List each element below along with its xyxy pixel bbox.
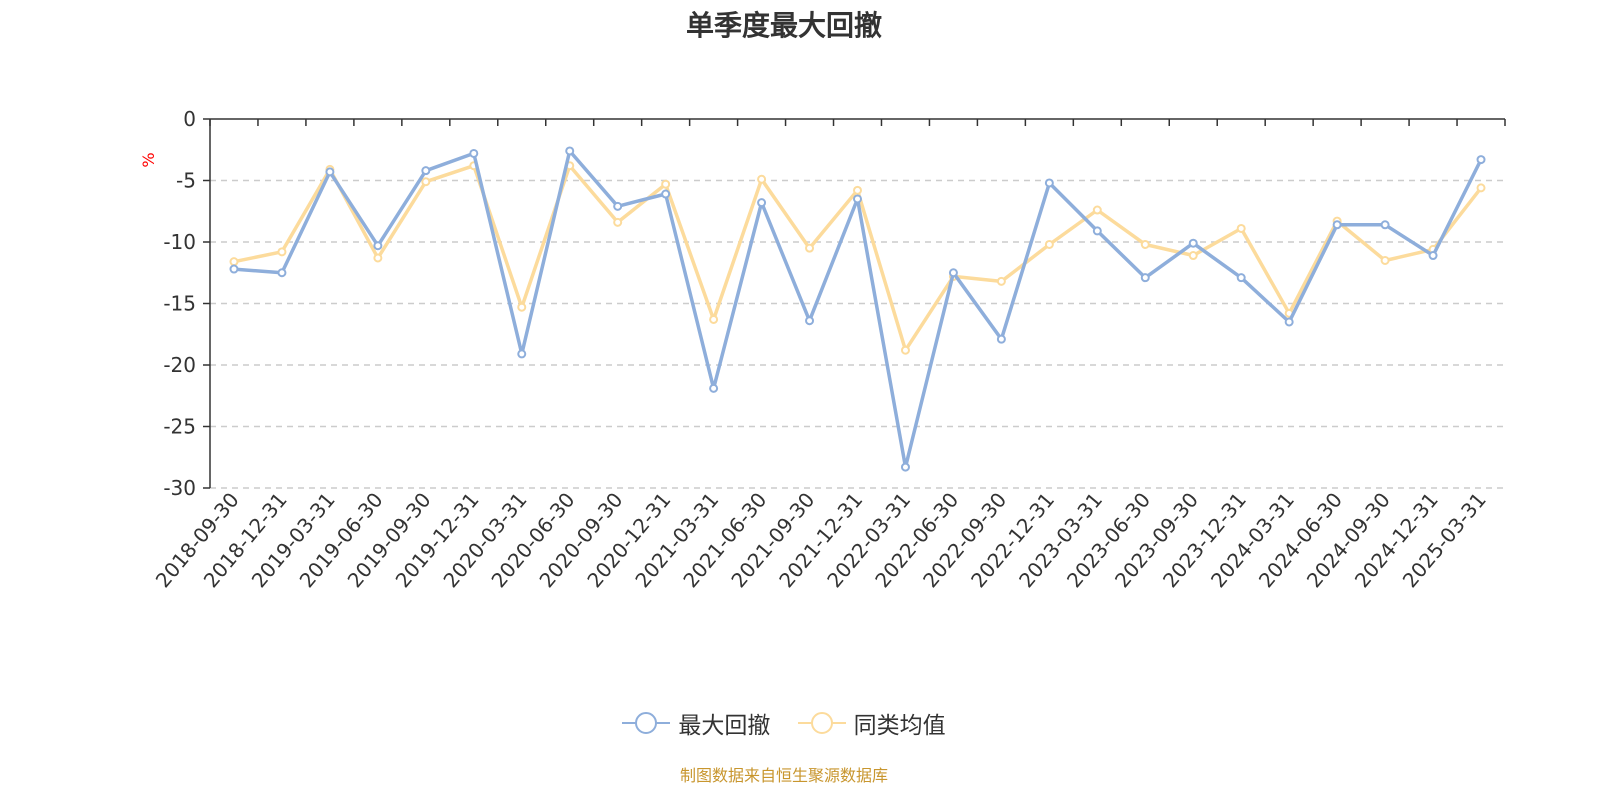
data-point-series-1 xyxy=(1476,183,1486,193)
data-point-series-1 xyxy=(709,314,719,324)
series-lines xyxy=(229,146,1486,472)
data-point-series-0 xyxy=(661,189,671,199)
data-point-series-0 xyxy=(565,146,575,156)
data-point-series-0 xyxy=(996,334,1006,344)
y-tick-label: -25 xyxy=(163,415,196,439)
data-point-series-0 xyxy=(373,241,383,251)
data-point-series-1 xyxy=(1380,255,1390,265)
legend-circle-peer-average xyxy=(810,712,833,734)
axes xyxy=(203,118,1506,489)
grid-lines xyxy=(210,179,1505,489)
data-point-series-0 xyxy=(1140,273,1150,283)
legend-label-drawdown: 最大回撤 xyxy=(678,713,771,739)
data-point-series-0 xyxy=(325,167,335,177)
data-point-series-0 xyxy=(421,166,431,176)
y-tick-label: -30 xyxy=(163,476,196,500)
data-point-series-0 xyxy=(469,148,479,158)
legend-label-peer-average: 同类均值 xyxy=(853,713,946,739)
legend-marker-peer-average xyxy=(797,712,846,734)
data-point-series-1 xyxy=(853,185,862,195)
data-point-series-0 xyxy=(517,349,527,359)
y-axis-unit: % xyxy=(139,152,158,167)
data-point-series-0 xyxy=(709,383,719,393)
data-point-series-1 xyxy=(805,243,815,253)
data-point-series-1 xyxy=(517,302,527,312)
y-tick-label: -10 xyxy=(163,230,196,254)
data-point-series-0 xyxy=(1380,220,1390,230)
data-point-series-1 xyxy=(996,276,1006,286)
legend: 最大回撤 同类均值 xyxy=(0,706,1568,741)
y-tick-label: -5 xyxy=(176,169,196,193)
data-point-series-1 xyxy=(900,345,910,355)
data-point-series-0 xyxy=(1044,178,1054,188)
y-tick-label: -15 xyxy=(163,292,196,316)
data-point-series-1 xyxy=(1092,205,1102,215)
data-point-series-1 xyxy=(1140,239,1150,249)
data-point-series-0 xyxy=(229,264,239,274)
data-point-series-0 xyxy=(900,462,910,472)
data-point-series-1 xyxy=(373,253,383,263)
data-point-series-0 xyxy=(1332,220,1342,230)
data-point-series-0 xyxy=(277,268,287,278)
data-point-series-1 xyxy=(757,174,767,184)
data-point-series-1 xyxy=(1236,223,1246,233)
data-point-series-0 xyxy=(805,316,815,326)
data-point-series-0 xyxy=(1476,155,1486,165)
data-point-series-0 xyxy=(1428,251,1438,261)
data-point-series-1 xyxy=(229,257,239,267)
legend-circle-drawdown xyxy=(635,712,658,734)
data-point-series-0 xyxy=(1236,273,1246,283)
y-tick-label: -20 xyxy=(163,353,196,377)
legend-item-drawdown[interactable]: 最大回撤 xyxy=(622,706,770,740)
data-point-series-0 xyxy=(1188,238,1198,248)
legend-marker-drawdown xyxy=(622,712,671,734)
data-point-series-1 xyxy=(1044,239,1054,249)
data-source-note: 制图数据来自恒生聚源数据库 xyxy=(679,766,888,785)
legend-item-peer-average[interactable]: 同类均值 xyxy=(797,706,946,740)
data-point-series-0 xyxy=(1092,226,1102,236)
data-point-series-1 xyxy=(277,247,287,257)
data-point-series-0 xyxy=(853,194,862,204)
data-point-series-1 xyxy=(661,179,671,189)
data-point-series-1 xyxy=(421,177,431,187)
chart-title: 单季度最大回撤 xyxy=(685,9,882,42)
data-point-series-1 xyxy=(1188,251,1198,261)
data-point-series-0 xyxy=(1284,317,1294,327)
data-point-series-0 xyxy=(948,268,958,278)
data-point-series-1 xyxy=(613,217,623,227)
data-point-series-0 xyxy=(613,201,623,211)
data-point-series-0 xyxy=(757,198,767,208)
y-tick-label: 0 xyxy=(183,107,196,131)
